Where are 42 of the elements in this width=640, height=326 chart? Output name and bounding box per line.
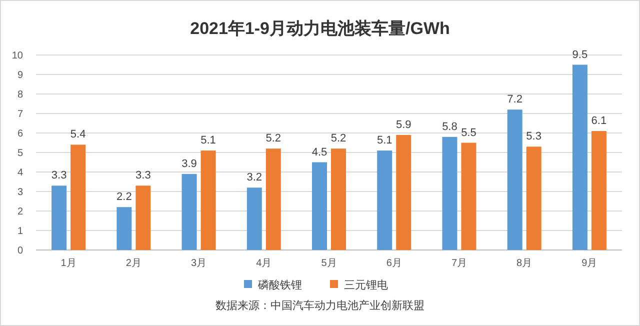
data-label: 5.5 xyxy=(461,126,476,139)
ytick: 2 xyxy=(17,206,23,218)
data-label: 3.3 xyxy=(51,170,67,182)
ytick: 3 xyxy=(17,187,23,198)
data-label: 6.1 xyxy=(591,115,607,128)
xtick: 3月 xyxy=(191,258,207,269)
data-label: 5.8 xyxy=(442,120,458,133)
ytick: 7 xyxy=(17,109,23,120)
xtick: 5月 xyxy=(321,258,337,269)
xtick: 6月 xyxy=(386,258,402,269)
data-label: 3.9 xyxy=(182,158,197,170)
data-label: 5.2 xyxy=(330,132,346,145)
data-label: 3.2 xyxy=(246,172,262,184)
data-label: 5.3 xyxy=(526,130,542,143)
data-label: 5.9 xyxy=(396,118,412,131)
data-label: 3.3 xyxy=(136,170,151,182)
data-label: 5.1 xyxy=(376,134,392,147)
ytick: 6 xyxy=(17,128,23,140)
data-label: 2.2 xyxy=(116,191,132,204)
xtick: 7月 xyxy=(451,258,467,269)
legend-label: 三元锂电 xyxy=(344,280,388,292)
ytick: 9 xyxy=(17,70,23,81)
data-label: 5.4 xyxy=(70,128,86,141)
data-label: 7.2 xyxy=(507,94,522,106)
ytick: 1 xyxy=(17,226,23,237)
xtick: 9月 xyxy=(582,258,598,269)
data-label: 5.1 xyxy=(200,134,216,147)
annotation: 数据来源：中国汽车动力电池产业创新联盟 xyxy=(216,300,424,312)
ytick: 8 xyxy=(17,90,23,100)
data-label: 5.2 xyxy=(266,132,282,145)
ytick: 4 xyxy=(17,168,23,178)
data-label: 9.5 xyxy=(572,48,588,61)
ytick: 0 xyxy=(17,246,23,256)
xtick: 8月 xyxy=(516,258,532,269)
ytick: 10 xyxy=(12,50,23,62)
legend-label: 磷酸铁锂 xyxy=(258,280,302,292)
xtick: 1月 xyxy=(60,258,76,269)
xtick: 2月 xyxy=(126,258,142,269)
xtick: 4月 xyxy=(256,258,272,269)
title: 2021年1-9月动力电池装车量/GWh xyxy=(190,19,450,38)
data-label: 4.5 xyxy=(312,146,328,158)
ytick: 5 xyxy=(17,148,23,159)
